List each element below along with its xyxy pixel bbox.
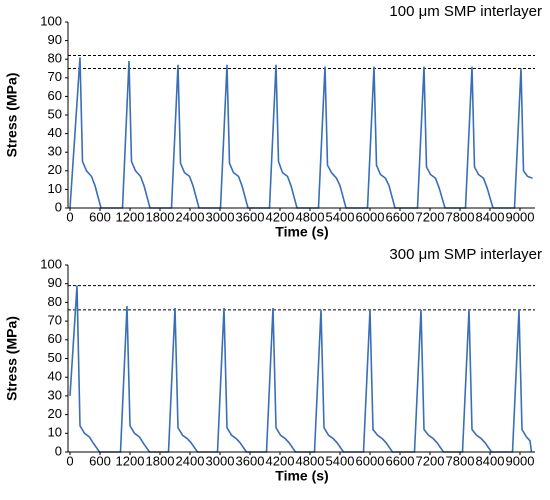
x-tick-label: 9000	[506, 453, 535, 468]
y-tick-label: 90	[48, 32, 62, 47]
y-tick-label: 100	[40, 13, 62, 28]
x-tick-label: 3600	[236, 209, 265, 224]
y-tick-label: 70	[48, 69, 62, 84]
x-tick-label: 1200	[116, 453, 145, 468]
x-tick-label: 7200	[416, 209, 445, 224]
x-tick-label: 0	[66, 209, 73, 224]
x-tick-label: 7800	[446, 209, 475, 224]
y-tick-label: 90	[48, 275, 62, 290]
annotation: 100 μm SMP interlayer	[389, 3, 542, 20]
y-tick-label: 0	[55, 443, 62, 458]
x-tick-label: 6600	[386, 209, 415, 224]
x-tick-label: 4800	[296, 453, 325, 468]
x-tick-label: 6600	[386, 453, 415, 468]
annotation: 300 μm SMP interlayer	[389, 246, 542, 263]
x-tick-label: 4200	[266, 453, 295, 468]
y-tick-label: 10	[48, 425, 62, 440]
x-tick-label: 4800	[296, 209, 325, 224]
x-tick-label: 7200	[416, 453, 445, 468]
x-tick-label: 8400	[476, 209, 505, 224]
y-tick-label: 10	[48, 181, 62, 196]
y-tick-label: 80	[48, 51, 62, 66]
y-tick-label: 60	[48, 88, 62, 103]
x-tick-label: 1200	[116, 209, 145, 224]
x-tick-label: 5400	[326, 209, 355, 224]
x-tick-label: 3000	[206, 209, 235, 224]
x-tick-label: 1800	[146, 453, 175, 468]
x-tick-label: 0	[66, 453, 73, 468]
y-tick-label: 30	[48, 387, 62, 402]
x-tick-label: 5400	[326, 453, 355, 468]
x-tick-label: 600	[89, 453, 111, 468]
x-axis-label: Time (s)	[275, 468, 328, 484]
x-tick-label: 3000	[206, 453, 235, 468]
x-tick-label: 6000	[356, 453, 385, 468]
y-tick-label: 80	[48, 294, 62, 309]
x-tick-label: 8400	[476, 453, 505, 468]
y-tick-label: 20	[48, 406, 62, 421]
x-tick-label: 9000	[506, 209, 535, 224]
x-tick-label: 4200	[266, 209, 295, 224]
y-tick-label: 50	[48, 106, 62, 121]
x-tick-label: 3600	[236, 453, 265, 468]
y-tick-label: 0	[55, 199, 62, 214]
data-line	[69, 285, 533, 453]
x-tick-label: 2400	[176, 453, 205, 468]
x-tick-label: 7800	[446, 453, 475, 468]
y-tick-label: 20	[48, 162, 62, 177]
x-axis-label: Time (s)	[275, 224, 328, 240]
y-axis-label: Stress (MPa)	[4, 73, 20, 158]
y-tick-label: 100	[40, 256, 62, 271]
y-tick-label: 70	[48, 313, 62, 328]
y-tick-label: 30	[48, 144, 62, 159]
y-tick-label: 60	[48, 331, 62, 346]
x-tick-label: 1800	[146, 209, 175, 224]
x-tick-label: 2400	[176, 209, 205, 224]
x-tick-label: 6000	[356, 209, 385, 224]
x-tick-label: 600	[89, 209, 111, 224]
y-tick-label: 40	[48, 369, 62, 384]
y-axis-label: Stress (MPa)	[4, 316, 20, 401]
data-line	[69, 57, 533, 209]
y-tick-label: 40	[48, 125, 62, 140]
y-tick-label: 50	[48, 350, 62, 365]
